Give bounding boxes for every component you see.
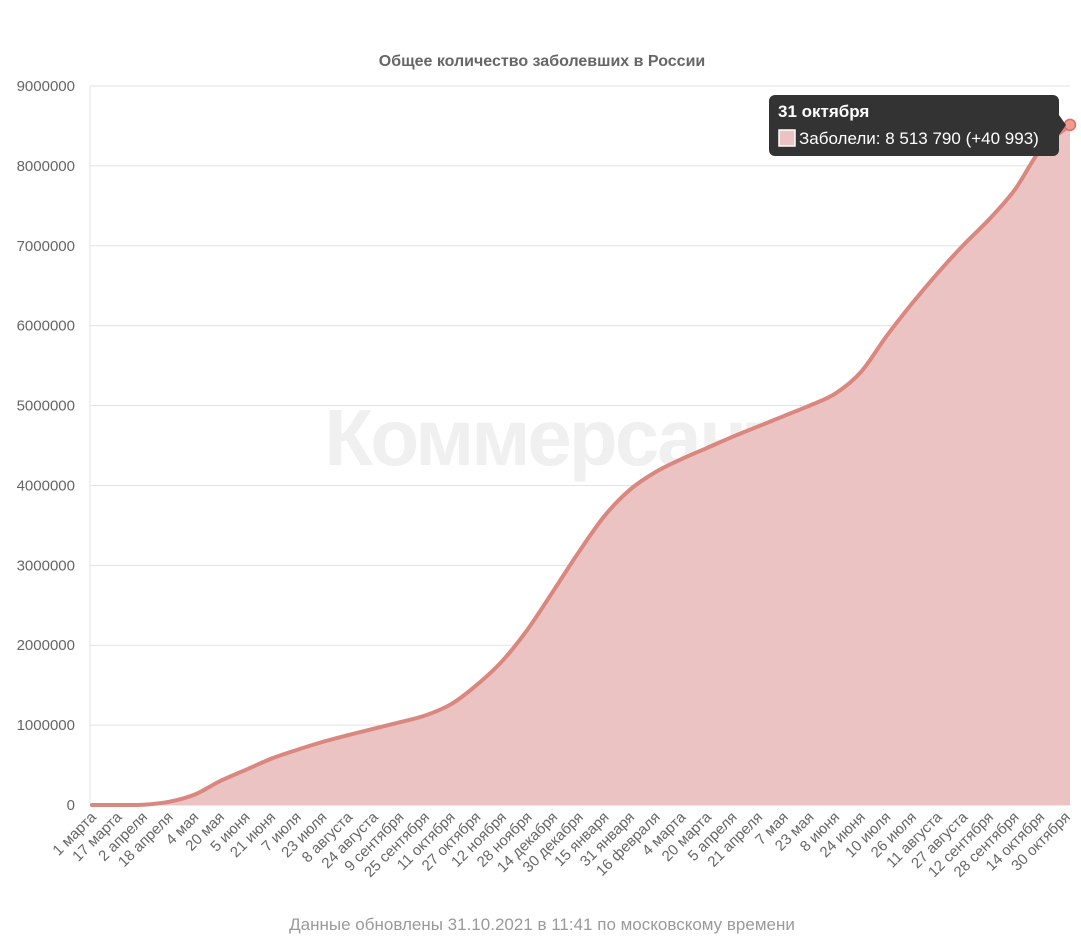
tooltip-legend-swatch <box>778 129 796 147</box>
y-tick-label: 0 <box>67 797 75 814</box>
y-tick-label: 9000000 <box>17 78 75 95</box>
tooltip-box <box>769 95 1059 156</box>
tooltip: 31 октября Заболели: 8 513 790 (+40 993) <box>769 95 1066 156</box>
series-area-fill <box>92 124 1070 806</box>
series-line <box>90 122 1072 808</box>
y-tick-label: 2000000 <box>17 637 75 654</box>
y-tick-label: 1000000 <box>17 717 75 734</box>
y-tick-label: 8000000 <box>17 158 75 175</box>
y-tick-label: 7000000 <box>17 238 75 255</box>
tooltip-value: Заболели: 8 513 790 (+40 993) <box>799 129 1039 148</box>
chart-title: Общее количество заболевших в России <box>379 53 705 70</box>
y-tick-label: 3000000 <box>17 557 75 574</box>
gridlines <box>90 85 1070 806</box>
y-tick-label: 4000000 <box>17 477 75 494</box>
update-footnote: Данные обновлены 31.10.2021 в 11:41 по м… <box>289 915 795 934</box>
y-tick-label: 5000000 <box>17 398 75 415</box>
y-tick-label: 6000000 <box>17 318 75 335</box>
tooltip-pointer <box>1059 115 1066 135</box>
tooltip-date: 31 октября <box>778 102 869 121</box>
highlight-point[interactable] <box>1063 118 1077 132</box>
